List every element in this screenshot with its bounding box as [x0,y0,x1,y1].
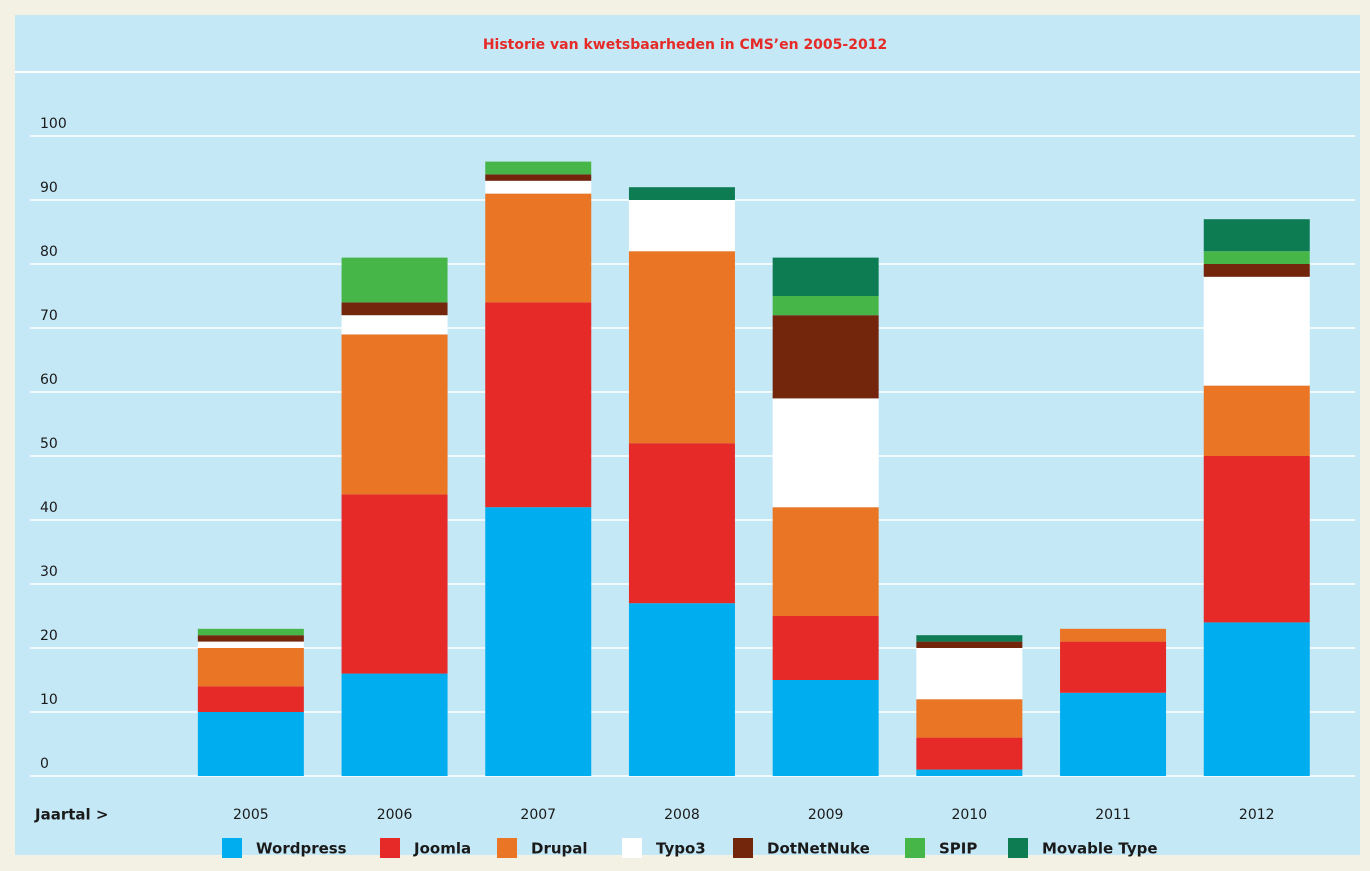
bar-segment [1203,276,1310,386]
x-tick-label: 2010 [952,807,988,823]
bar-segment [916,737,1023,770]
y-tick-label: 100 [40,116,67,132]
y-tick-label: 80 [40,244,58,260]
legend-swatch [622,838,642,858]
y-tick-label: 50 [40,436,58,452]
x-tick-label: 2012 [1239,807,1275,823]
bar-segment [772,296,879,316]
bar-segment [485,161,592,175]
bar-segment [1203,456,1310,623]
y-tick-label: 70 [40,308,58,324]
bar-segment [341,302,448,316]
bar-segment [916,699,1023,738]
bar-segment [772,616,879,680]
legend-label: DotNetNuke [767,840,870,858]
bar-segment [485,174,592,181]
bar-segment [485,193,592,303]
bar-segment [197,641,304,648]
y-tick-label: 20 [40,628,58,644]
legend-label: Joomla [413,840,471,858]
bar-segment [485,180,592,194]
bar-segment [628,187,735,200]
bar-segment [628,443,735,604]
y-tick-label: 0 [40,756,49,772]
bar-segment [628,603,735,776]
x-tick-label: 2009 [808,807,844,823]
bar-segment [341,673,448,776]
bar-segment [341,494,448,674]
bar-segment [485,507,592,776]
y-tick-label: 10 [40,692,58,708]
legend-swatch [1008,838,1028,858]
bar-segment [916,648,1023,700]
x-tick-label: 2006 [377,807,413,823]
bar-segment [772,315,879,399]
bar-segment [341,257,448,303]
bar-segment [916,641,1023,648]
bar-segment [1203,385,1310,456]
bar-segment [916,635,1023,642]
bar-segment [197,635,304,642]
bar-segment [1203,264,1310,277]
y-tick-label: 90 [40,180,58,196]
y-tick-label: 60 [40,372,58,388]
bar-segment [628,200,735,252]
y-tick-label: 30 [40,564,58,580]
legend-label: Drupal [531,840,588,858]
legend-swatch [222,838,242,858]
bar-segment [197,628,304,636]
x-tick-label: 2008 [664,807,700,823]
legend-label: Movable Type [1042,840,1158,858]
bar-segment [341,315,448,335]
bar-segment [1060,628,1167,642]
x-axis-label: Jaartal > [34,806,108,824]
chart-title: Historie van kwetsbaarheden in CMS’en 20… [483,37,887,53]
bar-segment [197,712,304,776]
legend-swatch [380,838,400,858]
x-tick-label: 2005 [233,807,269,823]
x-tick-label: 2007 [520,807,556,823]
bar-segment [1203,251,1310,264]
bar-segment [772,398,879,508]
bar-segment [341,334,448,495]
bar-segment [772,257,879,296]
bar-segment [916,769,1023,776]
bar-segment [485,302,592,508]
x-tick-label: 2011 [1095,807,1131,823]
bar-segment [772,507,879,616]
legend-swatch [497,838,517,858]
bar-segment [1203,219,1310,252]
bar-segment [197,648,304,687]
bar-segment [1203,622,1310,776]
bar-segment [1060,692,1167,776]
legend-label: Typo3 [656,840,706,858]
y-tick-label: 40 [40,500,58,516]
bar-segment [197,686,304,712]
bar-segment [1060,641,1167,693]
legend-swatch [905,838,925,858]
legend-swatch [733,838,753,858]
legend-label: Wordpress [256,840,347,858]
legend-label: SPIP [939,840,977,858]
bar-segment [772,680,879,776]
bar-segment [628,251,735,444]
